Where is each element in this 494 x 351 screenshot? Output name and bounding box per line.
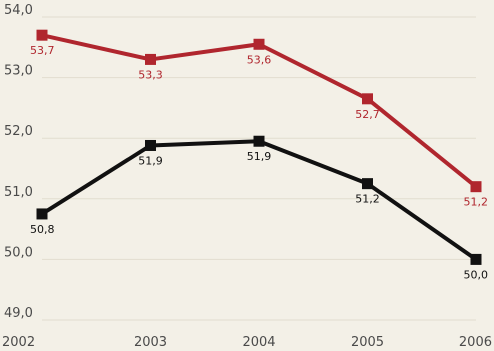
data-label: 53,3 xyxy=(138,68,163,81)
data-label: 51,9 xyxy=(247,150,272,163)
x-axis-ticks: 2002 2003 2004 2005 2006 xyxy=(2,335,492,350)
x-tick-label: 2005 xyxy=(351,335,384,350)
data-point-marker xyxy=(470,181,482,193)
gridlines xyxy=(42,16,476,321)
data-point-marker xyxy=(145,139,156,151)
data-point-marker xyxy=(145,53,156,65)
x-tick-label: 2003 xyxy=(134,335,167,350)
data-labels: 53,7 53,3 53,6 52,7 51,2 50,8 51,9 51,9 51,2 50,0 xyxy=(30,44,488,281)
y-tick-label: 51,0 xyxy=(4,185,33,200)
data-point-marker xyxy=(36,29,48,41)
data-label: 50,8 xyxy=(30,223,55,236)
data-label: 53,6 xyxy=(247,53,272,66)
data-label: 53,7 xyxy=(30,44,55,57)
x-tick-label: 2006 xyxy=(459,335,492,350)
data-label: 51,9 xyxy=(138,154,163,167)
data-point-marker xyxy=(470,253,482,265)
y-tick-label: 49,0 xyxy=(4,306,33,321)
y-axis-ticks: 49,0 50,0 51,0 52,0 53,0 54,0 xyxy=(4,3,33,321)
data-label: 51,2 xyxy=(355,193,380,206)
data-point-marker xyxy=(362,93,373,105)
data-point-marker xyxy=(253,38,265,50)
x-tick-label: 2002 xyxy=(2,335,35,350)
data-point-marker xyxy=(253,135,265,147)
y-tick-label: 50,0 xyxy=(4,245,33,260)
series-lines xyxy=(36,29,482,265)
y-tick-label: 52,0 xyxy=(4,124,33,139)
data-point-marker xyxy=(362,178,373,190)
data-point-marker xyxy=(36,208,48,220)
data-label: 50,0 xyxy=(464,268,489,281)
y-tick-label: 53,0 xyxy=(4,64,33,79)
x-tick-label: 2004 xyxy=(242,335,275,350)
data-label: 52,7 xyxy=(355,108,380,121)
y-tick-label: 54,0 xyxy=(4,3,33,18)
data-label: 51,2 xyxy=(464,196,489,209)
